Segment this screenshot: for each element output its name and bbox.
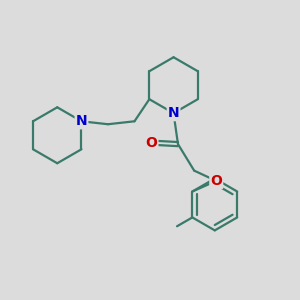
Text: O: O xyxy=(210,174,222,188)
Text: N: N xyxy=(76,114,87,128)
Text: N: N xyxy=(168,106,179,120)
Text: O: O xyxy=(146,136,158,150)
